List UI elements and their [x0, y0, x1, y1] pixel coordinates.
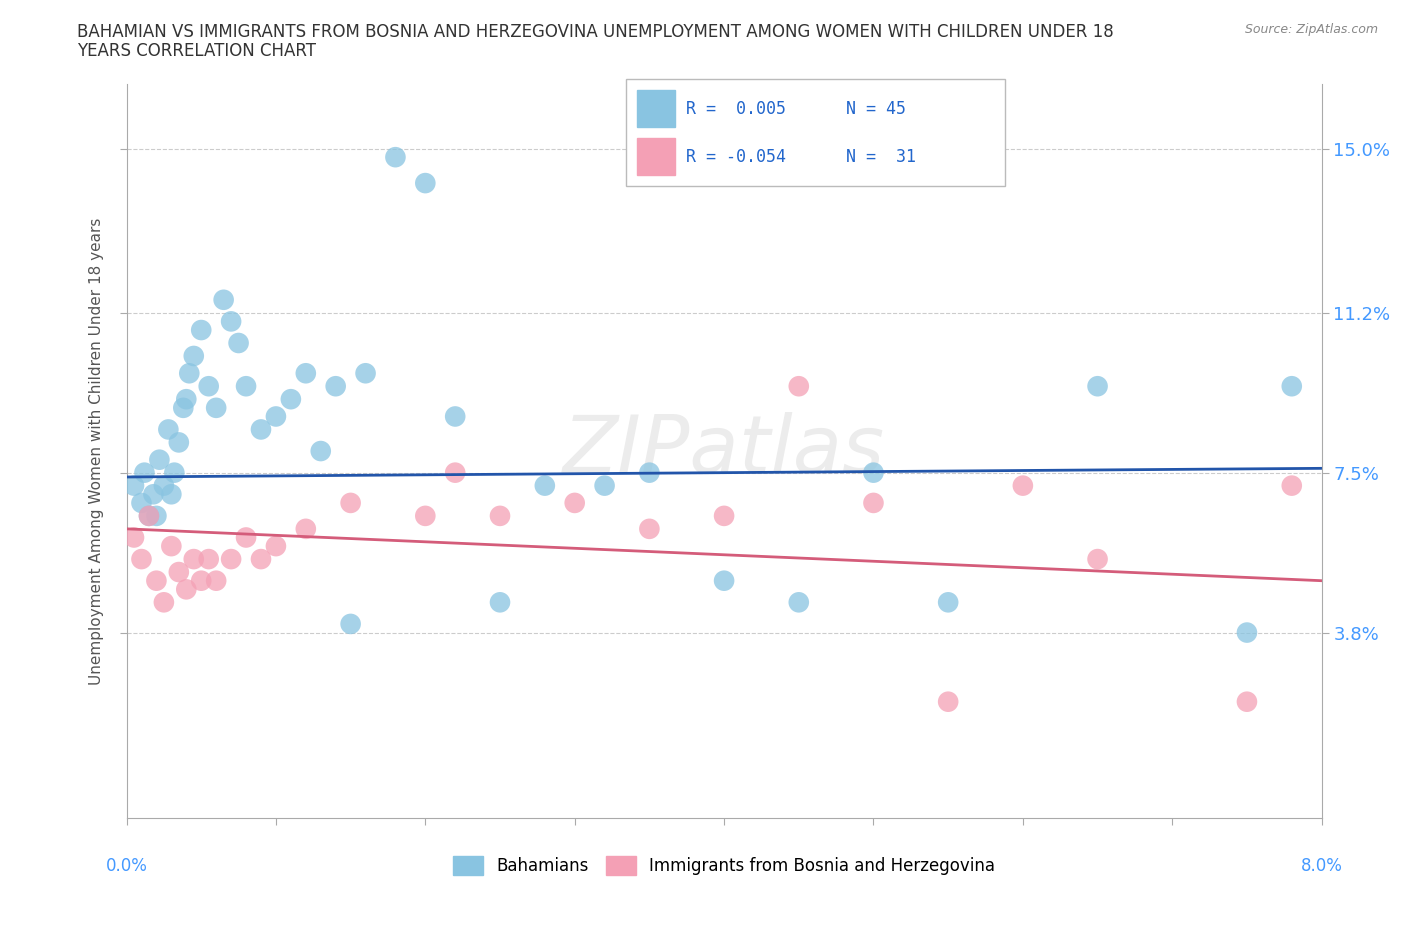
Point [936, 695, 959, 710]
Text: BAHAMIAN VS IMMIGRANTS FROM BOSNIA AND HERZEGOVINA UNEMPLOYMENT AMONG WOMEN WITH: BAHAMIAN VS IMMIGRANTS FROM BOSNIA AND H… [77, 23, 1114, 41]
Point [444, 465, 467, 480]
Point [138, 509, 160, 524]
Point [339, 496, 361, 511]
Point [638, 522, 661, 537]
Text: N = 45: N = 45 [846, 100, 905, 118]
Point [235, 530, 257, 545]
Point [219, 314, 242, 329]
Point [122, 530, 145, 545]
Point [1281, 379, 1303, 393]
Point [444, 409, 467, 424]
Point [1236, 695, 1258, 710]
Point [131, 551, 153, 566]
Point [309, 444, 332, 458]
Point [134, 465, 156, 480]
Point [157, 422, 180, 437]
Point [131, 496, 153, 511]
Text: 8.0%: 8.0% [1301, 857, 1343, 875]
Point [138, 509, 160, 524]
Point [280, 392, 302, 406]
Point [787, 379, 810, 393]
Point [153, 478, 176, 493]
Point [339, 617, 361, 631]
Point [713, 573, 735, 588]
Point [862, 465, 884, 480]
Point [122, 478, 145, 493]
Point [228, 336, 250, 351]
Point [1011, 478, 1033, 493]
Point [413, 176, 436, 191]
Point [160, 538, 183, 553]
Point [1236, 625, 1258, 640]
Point [183, 551, 205, 566]
Point [179, 365, 201, 380]
Point [489, 509, 512, 524]
Point [1087, 379, 1109, 393]
Text: 0.0%: 0.0% [105, 857, 148, 875]
Point [235, 379, 257, 393]
Point [145, 573, 167, 588]
Point [167, 565, 190, 579]
Legend: Bahamians, Immigrants from Bosnia and Herzegovina: Bahamians, Immigrants from Bosnia and He… [444, 847, 1004, 884]
Point [1281, 478, 1303, 493]
Point [183, 349, 205, 364]
Point [174, 392, 197, 406]
Point [593, 478, 616, 493]
Text: ZIPatlas: ZIPatlas [562, 412, 886, 490]
Point [489, 595, 512, 610]
Point [190, 323, 212, 338]
Point [264, 409, 287, 424]
Bar [637, 90, 675, 127]
Bar [637, 138, 675, 175]
Point [212, 292, 235, 307]
Point [1087, 551, 1109, 566]
Text: Source: ZipAtlas.com: Source: ZipAtlas.com [1244, 23, 1378, 36]
Point [148, 452, 170, 467]
Point [167, 435, 190, 450]
Point [163, 465, 186, 480]
Point [174, 582, 197, 597]
Point [205, 401, 228, 416]
Text: R =  0.005: R = 0.005 [686, 100, 786, 118]
Point [172, 401, 194, 416]
Text: R = -0.054: R = -0.054 [686, 148, 786, 166]
Point [713, 509, 735, 524]
Point [354, 365, 377, 380]
Point [197, 379, 219, 393]
Point [160, 486, 183, 501]
Point [936, 595, 959, 610]
Point [564, 496, 586, 511]
Point [190, 573, 212, 588]
Point [264, 538, 287, 553]
Point [294, 365, 316, 380]
Text: YEARS CORRELATION CHART: YEARS CORRELATION CHART [77, 42, 316, 60]
Point [219, 551, 242, 566]
Point [205, 573, 228, 588]
Point [787, 595, 810, 610]
Point [294, 522, 316, 537]
Point [142, 486, 165, 501]
Point [638, 465, 661, 480]
Point [384, 150, 406, 165]
Point [250, 422, 273, 437]
Point [145, 509, 167, 524]
Point [250, 551, 273, 566]
Point [153, 595, 176, 610]
Point [533, 478, 555, 493]
Point [197, 551, 219, 566]
Point [413, 509, 436, 524]
Point [862, 496, 884, 511]
Point [325, 379, 347, 393]
Text: N =  31: N = 31 [846, 148, 915, 166]
Y-axis label: Unemployment Among Women with Children Under 18 years: Unemployment Among Women with Children U… [89, 218, 104, 684]
